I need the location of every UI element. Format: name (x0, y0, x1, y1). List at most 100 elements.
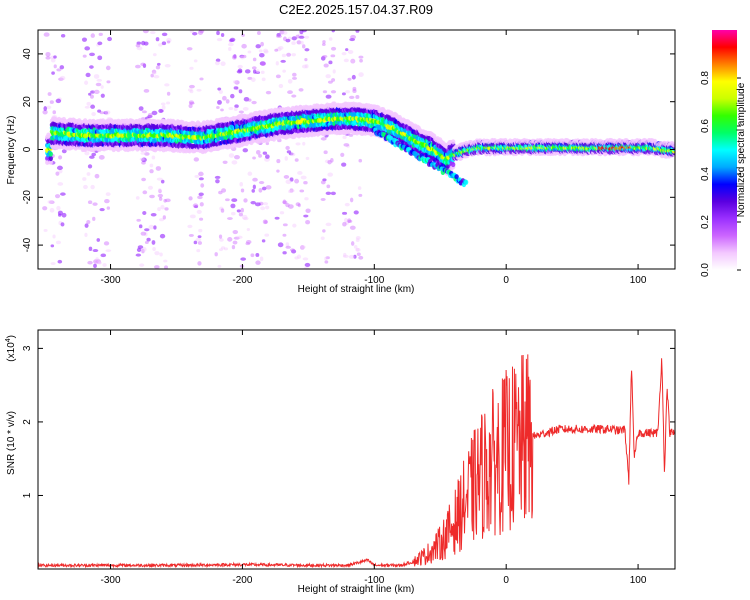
spectrogram-noise-cell (105, 249, 112, 253)
spectrogram-noise-cell (355, 247, 361, 252)
spectrogram-noise-cell (89, 94, 94, 99)
spectrogram-noise-cell (289, 248, 296, 252)
snr-y-tick-label: 2 (22, 419, 33, 425)
spectrogram-noise-cell (192, 31, 198, 36)
spectrogram-noise-cell (250, 253, 255, 258)
spectrogram-noise-cell (219, 238, 224, 242)
spectrogram-noise-cell (251, 66, 257, 70)
spectrogram-noise-cell (159, 233, 166, 239)
spectrogram-noise-cell (320, 236, 325, 240)
spectrogram-noise-cell (332, 69, 336, 74)
snr-y-scale-prefix: (x10 (6, 342, 17, 362)
spectrogram-noise-cell (231, 160, 238, 165)
spectrogram-noise-cell (324, 256, 328, 261)
spectrogram-noise-cell (282, 233, 287, 237)
spectrogram-noise-cell (252, 184, 256, 190)
spectrogram-noise-cell (193, 59, 198, 63)
spectrogram-noise-cell (344, 221, 349, 225)
spectrogram-noise-cell (265, 90, 272, 95)
spectrogram-y-tick-label: -20 (22, 190, 33, 205)
spectrogram-noise-cell (166, 40, 171, 44)
spectrogram-noise-cell (163, 259, 168, 263)
spectrogram-x-tick-label: 0 (503, 275, 509, 286)
spectrogram-noise-cell (262, 202, 269, 206)
spectrogram-noise-cell (247, 76, 253, 80)
spectrogram-noise-cell (220, 108, 224, 112)
spectrogram-noise-cell (233, 107, 238, 111)
spectrogram-noise-cell (102, 263, 107, 267)
spectrogram-noise-cell (199, 30, 205, 34)
spectrogram-noise-cell (324, 159, 330, 164)
spectrogram-noise-cell (57, 259, 63, 264)
spectrogram-noise-cell (284, 156, 288, 161)
spectrogram-noise-cell (60, 34, 66, 38)
spectrogram-band-cell (48, 155, 53, 162)
spectrogram-noise-cell (151, 155, 156, 160)
spectrogram-noise-cell (55, 194, 61, 199)
spectrogram-band-cell (450, 139, 456, 145)
spectrogram-noise-cell (294, 158, 299, 162)
spectrogram-noise-cell (86, 101, 91, 106)
spectrogram-noise-cell (59, 75, 66, 81)
spectrogram-noise-cell (279, 30, 285, 35)
spectrogram-noise-cell (189, 89, 194, 94)
spectrogram-noise-cell (152, 53, 157, 57)
spectrogram-noise-cell (150, 73, 154, 78)
spectrogram-noise-cell (350, 241, 355, 246)
spectrogram-noise-cell (342, 135, 347, 140)
spectrogram-noise-cell (151, 69, 157, 74)
spectrogram-noise-cell (46, 105, 52, 110)
spectrogram-noise-cell (89, 65, 94, 69)
spectrogram-noise-cell (149, 194, 155, 199)
spectrogram-noise-cell (299, 189, 305, 193)
spectrogram-noise-cell (351, 74, 356, 80)
spectrogram-noise-cell (193, 205, 199, 209)
spectrogram-noise-cell (105, 65, 111, 71)
spectrogram-noise-cell (238, 110, 244, 114)
spectrogram-noise-cell (265, 185, 272, 190)
spectrogram-noise-cell (104, 110, 111, 115)
spectrogram-noise-cell (242, 148, 249, 153)
spectrogram-noise-cell (217, 87, 222, 91)
spectrogram-noise-cell (166, 37, 172, 43)
spectrogram-noise-cell (276, 32, 281, 37)
spectrogram-heatmap (42, 30, 675, 269)
spectrogram-noise-cell (218, 89, 224, 94)
spectrogram-noise-cell (282, 200, 288, 205)
spectrogram-noise-cell (50, 244, 55, 248)
spectrogram-noise-cell (247, 171, 253, 176)
spectrogram-noise-cell (264, 220, 268, 224)
spectrogram-noise-cell (142, 63, 147, 68)
spectrogram-noise-cell (136, 46, 143, 51)
spectrogram-noise-cell (221, 188, 227, 193)
spectrogram-noise-cell (95, 261, 102, 265)
spectrogram-y-axis-label: Frequency (Hz) (6, 116, 17, 185)
spectrogram-noise-cell (262, 219, 268, 225)
spectrogram-noise-cell (164, 207, 169, 211)
spectrogram-noise-cell (85, 72, 91, 78)
spectrogram-noise-cell (250, 77, 256, 82)
spectrogram-noise-cell (43, 106, 48, 111)
spectrogram-noise-cell (155, 37, 160, 42)
spectrogram-noise-cell (286, 52, 292, 57)
spectrogram-noise-cell (231, 54, 237, 60)
spectrogram-noise-cell (240, 55, 245, 60)
spectrogram-noise-cell (282, 223, 288, 227)
spectrogram-noise-cell (355, 95, 360, 99)
spectrogram-noise-cell (42, 206, 48, 211)
spectrogram-noise-cell (196, 209, 202, 214)
spectrogram-noise-cell (216, 30, 220, 36)
spectrogram-y-tick-label: 0 (22, 146, 33, 152)
spectrogram-noise-cell (149, 169, 154, 174)
spectrogram-noise-cell (98, 32, 103, 37)
spectrogram-noise-cell (278, 83, 284, 89)
spectrogram-noise-cell (135, 253, 142, 257)
spectrogram-noise-cell (247, 50, 252, 54)
spectrogram-noise-cell (292, 223, 297, 228)
colorbar-tick-label: 0.2 (700, 215, 711, 229)
spectrogram-noise-cell (160, 102, 166, 106)
spectrogram-noise-cell (261, 77, 266, 82)
spectrogram-noise-cell (341, 52, 347, 56)
spectrogram-noise-cell (343, 217, 348, 223)
spectrogram-noise-cell (216, 105, 220, 109)
